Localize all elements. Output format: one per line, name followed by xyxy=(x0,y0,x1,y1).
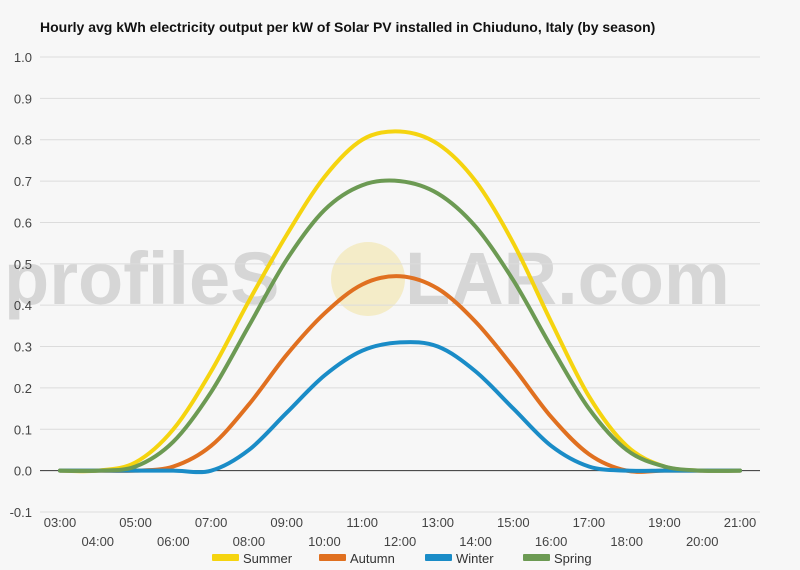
x-tick-label: 20:00 xyxy=(686,534,719,549)
x-tick-label: 18:00 xyxy=(610,534,643,549)
x-tick-label: 08:00 xyxy=(233,534,266,549)
watermark-sun-icon xyxy=(331,242,405,316)
legend-swatch xyxy=(212,554,239,561)
x-tick-label: 03:00 xyxy=(44,515,77,530)
legend-label: Autumn xyxy=(350,551,395,566)
x-tick-label: 17:00 xyxy=(573,515,606,530)
x-tick-label: 12:00 xyxy=(384,534,417,549)
x-tick-label: 05:00 xyxy=(119,515,152,530)
y-tick-label: 0.2 xyxy=(14,381,32,396)
legend-swatch xyxy=(319,554,346,561)
legend-item-spring[interactable]: Spring xyxy=(523,551,592,566)
legend-item-autumn[interactable]: Autumn xyxy=(319,551,395,566)
y-tick-label: 0.1 xyxy=(14,422,32,437)
y-tick-label: 0.6 xyxy=(14,215,32,230)
y-tick-label: -0.1 xyxy=(10,505,32,520)
x-tick-label: 16:00 xyxy=(535,534,568,549)
series-lines xyxy=(58,129,742,475)
x-tick-label: 13:00 xyxy=(422,515,455,530)
legend-item-winter[interactable]: Winter xyxy=(425,551,494,566)
y-tick-label: 0.9 xyxy=(14,91,32,106)
y-axis-ticks: -0.1 0.0 0.1 0.2 0.3 0.4 0.5 0.6 0.7 0.8 0.9 1.0 xyxy=(10,50,32,520)
watermark-right-text: LAR.com xyxy=(405,237,730,320)
legend-label: Winter xyxy=(456,551,494,566)
series-line-summer xyxy=(58,129,742,474)
x-tick-label: 15:00 xyxy=(497,515,530,530)
legend-swatch xyxy=(425,554,452,561)
x-tick-label: 11:00 xyxy=(346,515,378,530)
legend-label: Spring xyxy=(554,551,592,566)
x-tick-label: 06:00 xyxy=(157,534,190,549)
x-tick-label: 10:00 xyxy=(308,534,341,549)
x-tick-label: 04:00 xyxy=(82,534,115,549)
legend-item-summer[interactable]: Summer xyxy=(212,551,293,566)
x-axis-ticks: 03:00 04:00 05:00 06:00 07:00 08:00 09:00 10:00… xyxy=(44,515,757,549)
y-tick-label: 1.0 xyxy=(14,50,32,65)
x-tick-label: 21:00 xyxy=(724,515,757,530)
series-line-spring xyxy=(58,178,742,473)
watermark-left-text: profileS xyxy=(4,237,279,320)
watermark: profileS LAR.com xyxy=(4,237,730,320)
y-tick-label: 0.7 xyxy=(14,174,32,189)
chart-title: Hourly avg kWh electricity output per kW… xyxy=(40,19,656,35)
x-tick-label: 19:00 xyxy=(648,515,681,530)
legend-swatch xyxy=(523,554,550,561)
x-tick-label: 09:00 xyxy=(270,515,303,530)
legend[interactable]: Summer Autumn Winter Spring xyxy=(212,551,592,566)
x-tick-label: 07:00 xyxy=(195,515,228,530)
y-tick-label: 0.8 xyxy=(14,133,32,148)
legend-label: Summer xyxy=(243,551,293,566)
y-tick-label: 0.4 xyxy=(14,298,32,313)
x-tick-label: 14:00 xyxy=(459,534,492,549)
y-tick-label: 0.0 xyxy=(14,464,32,479)
y-tick-label: 0.5 xyxy=(14,257,32,272)
series-line-winter xyxy=(58,340,742,475)
y-tick-label: 0.3 xyxy=(14,340,32,355)
